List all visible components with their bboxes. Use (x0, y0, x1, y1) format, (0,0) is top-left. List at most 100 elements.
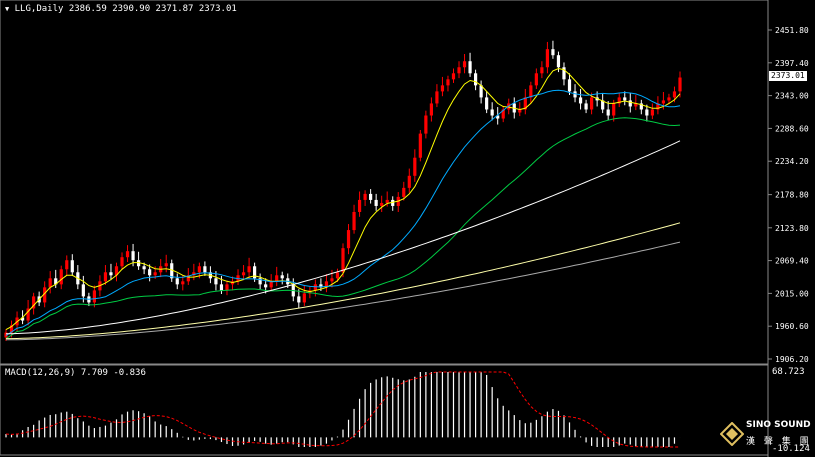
candle-body (462, 61, 467, 68)
ma-long-line (5, 140, 681, 335)
y-tick-label: 1906.20 (775, 355, 809, 364)
candle-body (120, 257, 124, 267)
candle-body (136, 260, 141, 267)
candle-body (672, 91, 677, 98)
symbol-header: ▼ LLG,Daily 2386.59 2390.90 2371.87 2373… (5, 4, 237, 14)
ma-longer-line (6, 222, 681, 340)
dropdown-icon[interactable]: ▼ (5, 5, 10, 13)
ma-longest-line (6, 241, 681, 341)
candle-body (678, 77, 682, 92)
candle-body (319, 284, 323, 288)
macd-series (5, 371, 681, 448)
candle-body (634, 103, 638, 107)
candle-body (59, 269, 63, 285)
candle-body (197, 266, 201, 273)
candle-body (540, 67, 544, 74)
logo-text-zh: 漢 聲 集 團 (746, 437, 812, 447)
candle-body (667, 97, 671, 101)
candle-body (48, 278, 52, 288)
candle-body (374, 199, 378, 206)
candle-body (380, 202, 384, 206)
candle-body (352, 211, 356, 231)
candle-body (114, 266, 119, 276)
y-tick-label: 2234.20 (775, 157, 809, 166)
candle-body (534, 73, 538, 86)
candle-body (175, 278, 179, 285)
candle-body (269, 281, 273, 288)
candle-body (297, 296, 301, 303)
candle-body (391, 199, 395, 206)
candle-body (186, 275, 190, 282)
candle-body (302, 293, 306, 303)
candle-body (413, 157, 417, 176)
candle-body (485, 97, 489, 110)
candle-body (109, 272, 113, 276)
candle-body (9, 325, 14, 333)
candle-body (181, 281, 185, 285)
candle-body (20, 317, 25, 321)
candle-body (446, 79, 450, 86)
price-axis: 2451.80 2397.40 2343.00 2288.60 2234.20 2178.… (768, 26, 809, 364)
candle-body (628, 100, 632, 107)
candle-body (545, 49, 550, 68)
candle-body (335, 272, 340, 279)
y-tick-label: 2343.00 (775, 92, 809, 101)
candle-body (385, 199, 389, 203)
candle-body (661, 100, 666, 104)
candle-body (26, 308, 30, 321)
candle-body (4, 332, 8, 338)
macd-signal-line (5, 371, 680, 448)
ohlc-values: 2386.59 2390.90 2371.87 2373.01 (68, 4, 237, 14)
y-tick-label: 2015.00 (775, 289, 809, 298)
candle-body (148, 269, 152, 276)
candle-body (645, 109, 649, 116)
ma-fast-line (5, 67, 681, 331)
y-tick-label: 2397.40 (775, 59, 809, 68)
candle-body (451, 73, 456, 80)
candle-body (490, 109, 494, 116)
candle-body (473, 73, 478, 86)
candle-body (54, 278, 58, 285)
candle-body (606, 109, 610, 116)
ma-mid-line (5, 89, 681, 337)
candle-body (103, 272, 108, 282)
candle-body (330, 278, 334, 282)
candle-body (623, 97, 627, 101)
candle-body (501, 109, 505, 119)
macd-pane-frame (0, 364, 769, 456)
candle-body (551, 49, 555, 56)
main-pane-frame (0, 0, 769, 365)
candle-body (617, 97, 621, 104)
candle-body (435, 91, 439, 104)
candle-body (590, 97, 594, 110)
candle-body (153, 272, 157, 276)
logo-text-en: SINO SOUND (746, 420, 811, 430)
y-tick-label: 2123.80 (775, 224, 809, 233)
candle-body (578, 97, 583, 104)
candle-body (214, 278, 218, 285)
candle-body (407, 175, 411, 188)
candle-body (225, 284, 229, 291)
logo-diamond-icon (720, 422, 744, 446)
candle-body (43, 287, 47, 303)
candle-body (567, 79, 572, 92)
candle-body (247, 266, 251, 273)
candle-body (418, 133, 422, 158)
candle-body (92, 290, 96, 303)
candle-body (164, 263, 168, 267)
candle-body (32, 296, 36, 309)
y-tick-label: 2451.80 (775, 26, 809, 35)
candle-body (253, 266, 257, 279)
candle-body (264, 284, 268, 288)
candle-body (131, 251, 135, 261)
candle-body (219, 284, 224, 291)
current-price-tag: 2373.01 (769, 71, 807, 81)
macd-axis-bottom: -10.124 (772, 444, 810, 454)
candle-body (346, 230, 351, 249)
candle-body (479, 85, 483, 98)
macd-header: MACD(12,26,9) 7.709 -0.836 (5, 368, 146, 378)
candle-body (584, 103, 588, 110)
price-series (4, 40, 682, 342)
candle-body (313, 284, 317, 291)
sino-sound-logo: SINO SOUND 漢 聲 集 團 (718, 418, 813, 456)
